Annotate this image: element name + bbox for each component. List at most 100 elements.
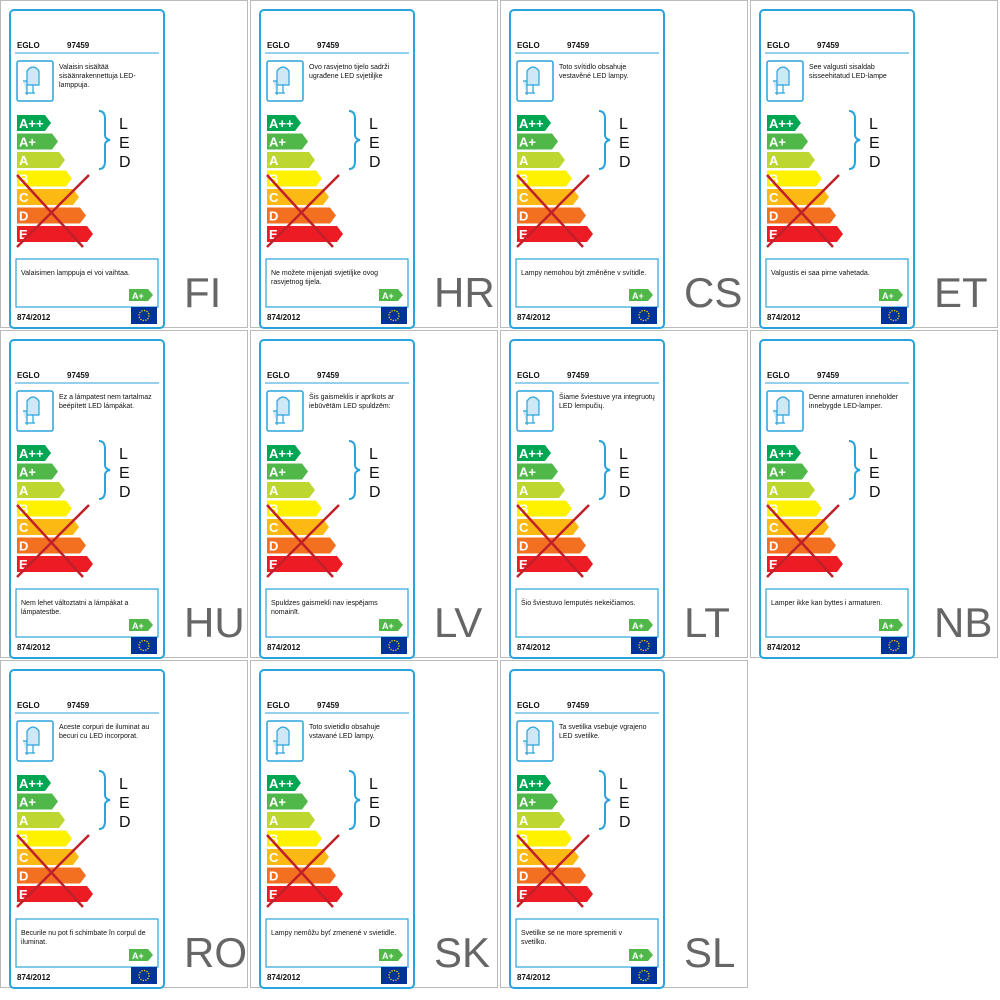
energy-class-arrow [517,463,558,480]
energy-class-letter: C [519,520,529,535]
energy-class-arrow [267,463,308,480]
energy-class-letter: C [19,520,29,535]
energy-class-letter: A [769,483,779,498]
rating-text: A+ [132,951,144,961]
energy-class-letter: A+ [519,795,536,810]
icon-box [16,60,54,102]
energy-class-letter: A [19,813,29,828]
language-code: LV [434,599,483,646]
eu-flag [381,637,407,654]
cross-line [266,504,334,578]
energy-class-letter: A+ [519,465,536,480]
regulation: 874/2012 [517,643,551,652]
energy-class-letter: A++ [519,116,544,131]
cross-line [266,834,340,908]
regulation: 874/2012 [267,643,301,652]
energy-class-letter: A++ [19,776,44,791]
model-number: 97459 [567,701,590,710]
energy-class-arrow [267,812,315,828]
icon-box [766,60,804,102]
eu-stars [638,639,650,652]
cross-line [766,174,840,248]
energy-class-arrow [517,482,565,498]
energy-class-arrow [517,867,586,884]
energy-class-arrow [517,170,572,187]
rating-text: A+ [382,621,394,631]
eu-flag [631,637,657,654]
eu-stars [888,639,900,652]
energy-class-letter: C [19,850,29,865]
label-cell: A++ A+ A B C D E A+ EGLO 97459 Toto svítidlo obsah… [500,0,748,329]
energy-class-letter: C [769,190,779,205]
regulation: 874/2012 [517,313,551,322]
model-number: 97459 [567,41,590,50]
cross-line [16,834,84,908]
cross-line [16,174,84,248]
icon-box [16,720,54,762]
energy-class-arrow [267,482,315,498]
energy-class-arrow [517,537,586,554]
icon-box [516,60,554,102]
energy-class-letter: E [19,227,28,242]
language-code: ET [934,269,988,316]
lamp-icon [23,726,40,755]
lamp-icon [523,396,540,425]
energy-class-arrow [17,793,58,810]
rating-arrow [379,289,403,301]
eu-stars [138,639,150,652]
eu-stars [638,309,650,322]
energy-class-arrow [17,133,58,150]
led-text: LED [619,446,631,501]
energy-class-arrow [267,207,336,224]
energy-class-letter: C [519,190,529,205]
eu-stars [388,969,400,982]
energy-class-letter: E [769,557,778,572]
energy-class-arrow [267,152,315,168]
notice: Becurile nu pot fi schimbate în corpul d… [21,930,146,947]
notice: Valaisimen lamppuja ei voi vaihtaa. [21,270,130,277]
energy-class-arrow [517,830,572,847]
energy-label: A++ A+ A B C D E A+ EGLO 97459 Šis gaismeklis ir a… [259,339,415,659]
notice: Lampy nemôžu byť zmenené v svietidle. [271,930,397,937]
label-cell: A++ A+ A B C D E A+ EGLO 97459 Ta svetilka vsebuje… [500,660,748,989]
eu-flag [131,967,157,984]
led-bracket [98,440,111,500]
eu-flag [631,307,657,324]
rating-arrow [379,949,403,961]
rating-text: A+ [632,621,644,631]
led-text: LED [369,116,381,171]
cross-line [766,174,834,248]
icon-box [766,390,804,432]
energy-class-letter: C [269,850,279,865]
energy-label: A++ A+ A B C D E A+ EGLO 97459 Aceste corpuri de i… [9,669,165,989]
energy-class-letter: A+ [19,465,36,480]
led-bracket [848,110,861,170]
energy-class-letter: A+ [769,135,786,150]
energy-class-letter: A+ [769,465,786,480]
energy-class-arrow [17,207,86,224]
energy-class-letter: B [519,502,528,517]
regulation: 874/2012 [17,643,51,652]
energy-class-letter: A [269,153,279,168]
energy-class-arrow [267,537,336,554]
brand: EGLO [517,371,540,380]
energy-class-letter: A++ [519,446,544,461]
notice-box [515,588,659,638]
energy-class-arrow [767,115,801,131]
language-code: FI [184,269,222,316]
energy-class-letter: A [519,813,529,828]
cross-line [266,174,334,248]
notice-box [265,918,409,968]
cross-line [516,174,584,248]
energy-class-arrow [767,170,822,187]
notice: Lamper ikke kan byttes i armaturen. [771,600,883,607]
language-code: LT [684,599,730,646]
led-bracket [348,770,361,830]
energy-class-arrow [517,152,565,168]
energy-class-arrow [517,812,565,828]
cross-line [516,504,584,578]
led-bracket [348,110,361,170]
